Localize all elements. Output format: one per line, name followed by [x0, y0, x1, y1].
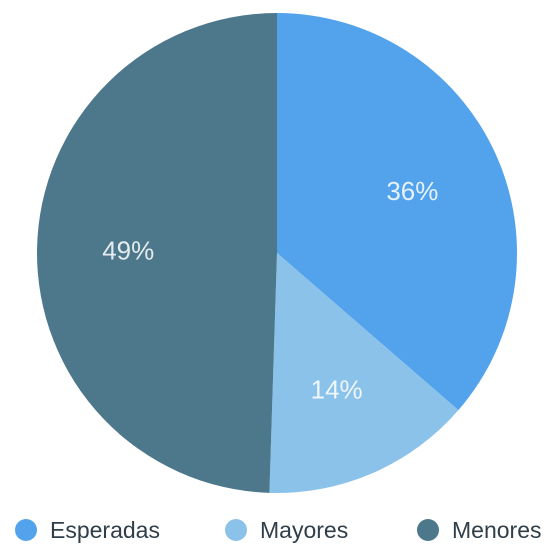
legend-item-esperadas: Esperadas	[15, 517, 160, 543]
pie-slice-esperadas	[277, 13, 517, 411]
legend-label-menores: Menores	[452, 517, 541, 543]
legend-item-mayores: Mayores	[225, 517, 348, 543]
legend: Esperadas Mayores Menores	[15, 517, 541, 543]
slice-label-menores: 49%	[102, 236, 154, 266]
pie-slice-menores	[36, 13, 277, 493]
legend-swatch-menores	[417, 519, 439, 541]
legend-label-esperadas: Esperadas	[50, 517, 160, 543]
legend-item-menores: Menores	[417, 517, 541, 543]
pie-slices	[36, 13, 517, 494]
legend-label-mayores: Mayores	[260, 517, 348, 543]
legend-swatch-mayores	[225, 519, 247, 541]
legend-swatch-esperadas	[15, 519, 37, 541]
slice-labels: 36% 14% 49%	[102, 176, 438, 404]
slice-label-mayores: 14%	[311, 374, 363, 404]
pie-slice-mayores	[269, 253, 459, 494]
slice-label-esperadas: 36%	[386, 176, 438, 206]
